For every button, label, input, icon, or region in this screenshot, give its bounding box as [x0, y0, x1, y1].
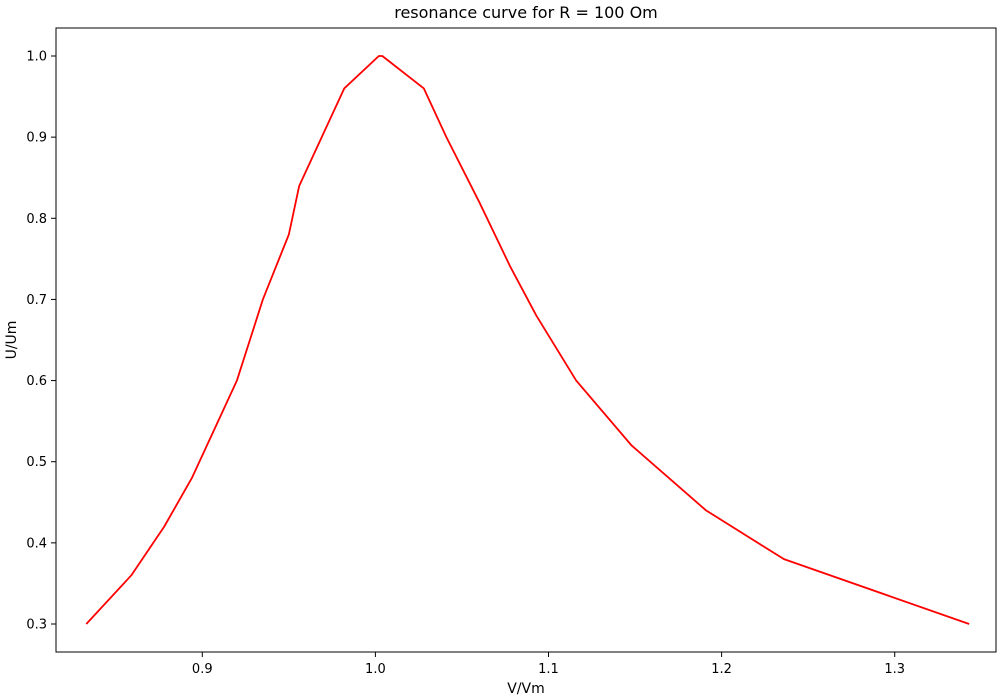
y-tick-label: 1.0 — [26, 49, 47, 64]
x-tick-label: 1.3 — [884, 662, 905, 677]
y-tick-label: 0.3 — [26, 618, 47, 633]
y-tick-label: 0.9 — [26, 131, 47, 146]
axes-frame — [55, 27, 997, 653]
y-tick-label: 0.7 — [26, 293, 47, 308]
x-axis: 0.9 1.0 1.1 1.2 1.3 — [192, 652, 905, 677]
chart-title: resonance curve for R = 100 Om — [394, 3, 658, 22]
y-tick-label: 0.5 — [26, 455, 47, 470]
x-tick-label: 1.0 — [365, 662, 386, 677]
x-tick-label: 0.9 — [192, 662, 213, 677]
y-tick-label: 0.4 — [26, 536, 47, 551]
x-tick-label: 1.2 — [711, 662, 732, 677]
y-tick-label: 0.8 — [26, 212, 47, 227]
plot-area — [85, 55, 970, 625]
y-axis: 0.3 0.4 0.5 0.6 0.7 0.8 0.9 1.0 — [26, 49, 56, 633]
y-axis-label: U/Um — [4, 321, 20, 360]
series-line-0 — [85, 55, 970, 625]
x-axis-label: V/Vm — [507, 681, 545, 697]
x-tick-label: 1.1 — [538, 662, 559, 677]
y-tick-label: 0.6 — [26, 374, 47, 389]
